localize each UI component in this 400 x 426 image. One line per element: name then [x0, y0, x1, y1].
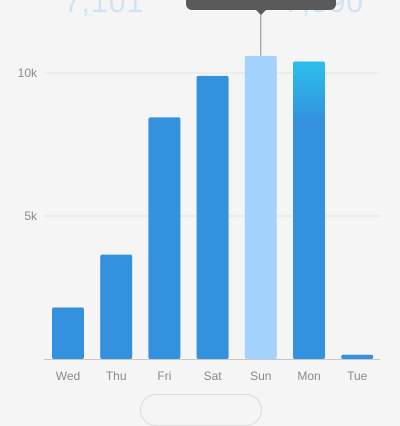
- x-tick-label-tue: Tue: [347, 369, 368, 383]
- y-tick-label: 5k: [24, 209, 38, 223]
- tooltip-arrow: [255, 9, 267, 15]
- bar-fri[interactable]: [148, 117, 181, 359]
- bar-chart: 5k 10k Wed Thu Fri Sat Sun Mon Tue: [18, 12, 380, 383]
- x-tick-label-sun: Sun: [250, 369, 271, 383]
- x-tick-label-fri: Fri: [157, 369, 171, 383]
- bars: [52, 55, 374, 360]
- x-tick-label-wed: Wed: [56, 369, 80, 383]
- y-axis-ticks: 5k 10k: [18, 66, 38, 223]
- bar-sun[interactable]: [244, 55, 277, 360]
- left-summary-value: 7,101: [64, 0, 145, 19]
- bar-sat[interactable]: [196, 75, 229, 360]
- range-selector-button[interactable]: [140, 394, 262, 426]
- bar-mon[interactable]: [293, 61, 325, 360]
- bar-tue[interactable]: [341, 354, 374, 359]
- y-tick-label: 10k: [18, 66, 38, 80]
- x-tick-label-thu: Thu: [106, 369, 127, 383]
- x-tick-label-mon: Mon: [297, 369, 320, 383]
- x-axis-labels: Wed Thu Fri Sat Sun Mon Tue: [56, 369, 368, 383]
- bar-wed[interactable]: [52, 307, 84, 359]
- x-tick-label-sat: Sat: [204, 369, 223, 383]
- bar-thu[interactable]: [100, 254, 133, 359]
- selected-bar-tooltip: [186, 0, 336, 10]
